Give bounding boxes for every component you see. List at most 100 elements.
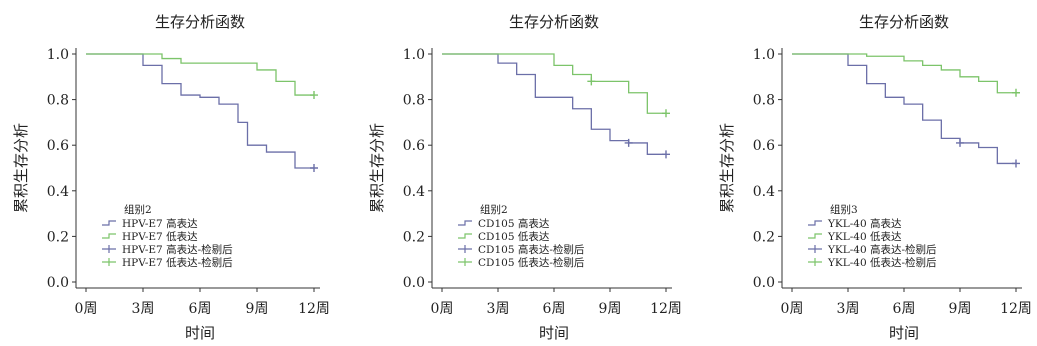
legend-item: CD105 低表达-检剔后 [458,256,584,269]
x-tick-label: 12周 [1000,301,1032,317]
x-tick-label: 12周 [298,301,330,317]
survival-curve-low [792,53,1016,94]
y-tick-label: 0.8 [753,93,775,109]
chart-title: 生存分析函数 [155,13,245,31]
legend-item: HPV-E7 低表达 [102,230,198,243]
legend-label: YKL-40 低表达-检剔后 [827,256,937,269]
legend-label: CD105 低表达 [478,230,550,243]
x-tick-label: 6周 [893,301,916,317]
legend-item: YKL-40 低表达 [808,230,902,243]
legend-item: CD105 高表达-检剔后 [458,243,584,256]
y-tick-label: 1.0 [753,47,775,63]
legend-label: YKL-40 低表达 [827,230,902,243]
survival-curve-low [86,53,314,96]
legend-step-symbol [458,220,472,226]
x-tick-label: 0周 [431,301,454,317]
legend-label: HPV-E7 低表达-检剔后 [122,256,233,269]
legend-censor-symbol [458,245,472,253]
y-tick-label: 0.0 [47,275,69,291]
x-tick-label: 3周 [132,301,155,317]
legend-step-symbol [808,220,822,226]
y-tick-label: 0.6 [47,138,69,154]
legend-item: YKL-40 低表达-检剔后 [808,256,937,269]
legend-censor-symbol [458,258,472,266]
legend-label: HPV-E7 高表达-检剔后 [122,243,233,256]
legend-step-symbol [102,233,116,239]
censor-mark [662,150,670,159]
chart-title: 生存分析函数 [859,13,949,31]
legend-item: CD105 高表达 [458,217,550,230]
y-tick-label: 0.6 [403,138,425,154]
censor-mark [310,91,318,100]
y-tick-label: 0.2 [753,229,775,245]
survival-curve-high [792,53,1016,165]
legend-step-symbol [458,233,472,239]
x-axis-label: 时间 [539,324,569,342]
legend-label: HPV-E7 低表达 [122,230,198,243]
legend-label: CD105 高表达 [478,217,550,230]
y-tick-label: 0.8 [47,93,69,109]
x-tick-label: 9周 [599,301,622,317]
x-tick-label: 9周 [949,301,972,317]
legend-label: YKL-40 高表达 [827,217,902,230]
legend-item: CD105 低表达 [458,230,550,243]
legend-censor-symbol [808,258,822,266]
x-tick-label: 0周 [75,301,98,317]
y-tick-label: 1.0 [47,47,69,63]
legend-title: 组别3 [830,203,858,216]
chart-title: 生存分析函数 [509,13,599,31]
x-tick-label: 3周 [487,301,510,317]
legend-label: HPV-E7 高表达 [122,217,198,230]
y-tick-label: 0.4 [753,184,775,200]
censor-mark [587,77,596,86]
legend-censor-symbol [808,245,822,253]
x-tick-label: 3周 [837,301,860,317]
legend-censor-symbol [102,245,116,253]
y-axis-label: 累积生存分析 [368,123,386,213]
legend-item: HPV-E7 高表达-检剔后 [102,243,233,256]
censor-mark [1012,88,1020,97]
x-tick-label: 0周 [781,301,804,317]
legend-label: CD105 高表达-检剔后 [478,243,584,256]
y-axis-label: 累积生存分析 [12,123,30,213]
censor-mark [956,138,964,147]
x-tick-label: 6周 [543,301,566,317]
legend-step-symbol [808,233,822,239]
legend-item: YKL-40 高表达 [808,217,902,230]
censor-mark [662,109,670,118]
survival-curve-low [442,53,666,114]
legend-title: 组别2 [124,203,152,216]
x-axis-label: 时间 [185,324,215,342]
legend-item: HPV-E7 高表达 [102,217,198,230]
x-tick-label: 9周 [246,301,269,317]
censor-mark [310,164,318,172]
y-tick-label: 0.4 [47,184,69,200]
legend-label: YKL-40 高表达-检剔后 [827,243,937,256]
x-tick-label: 6周 [189,301,212,317]
y-tick-label: 0.0 [403,275,425,291]
legend-censor-symbol [102,258,116,266]
legend-label: CD105 低表达-检剔后 [478,256,584,269]
y-tick-label: 1.0 [403,47,425,63]
x-axis-label: 时间 [889,324,919,342]
survival-curve-high [86,53,314,169]
censor-mark [1012,159,1020,168]
survival-curve-high [442,53,666,155]
legend-step-symbol [102,220,116,226]
x-tick-label: 12周 [650,301,682,317]
y-tick-label: 0.0 [753,275,775,291]
y-tick-label: 0.2 [403,229,425,245]
y-tick-label: 0.2 [47,229,69,245]
y-tick-label: 0.6 [753,138,775,154]
legend-title: 组别2 [480,203,508,216]
legend-item: HPV-E7 低表达-检剔后 [102,256,233,269]
censor-mark [624,138,633,147]
y-tick-label: 0.4 [403,184,425,200]
